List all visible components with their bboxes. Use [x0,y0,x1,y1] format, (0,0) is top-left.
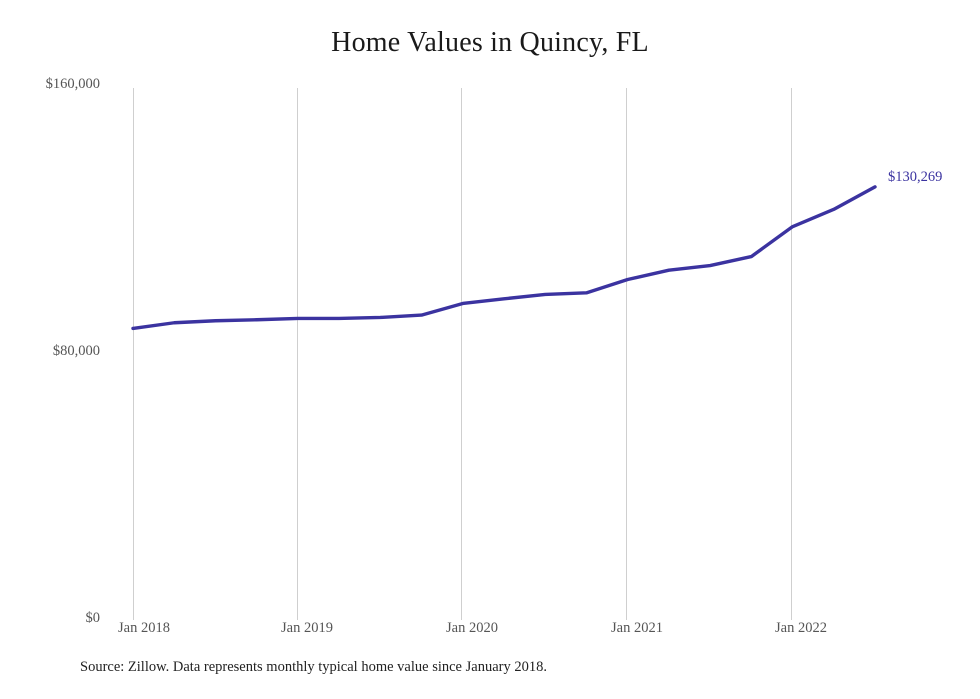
home-value-line [131,185,877,331]
gridline-jan-2020 [461,88,462,620]
x-tick-label-jan-2021: Jan 2021 [611,620,663,636]
gridline-jan-2022 [791,88,792,620]
chart-title: Home Values in Quincy, FL [331,27,649,58]
y-tick-label-0: $0 [85,610,101,626]
x-tick-label-jan-2019: Jan 2019 [281,620,333,636]
y-tick-label-80000: $80,000 [52,343,100,359]
y-tick-label-160000: $160,000 [45,76,100,92]
x-tick-label-jan-2018: Jan 2018 [118,620,170,636]
gridline-jan-2021 [626,88,627,620]
x-tick-label-jan-2022: Jan 2022 [775,620,827,636]
end-value-label: $130,269 [888,169,943,185]
gridline-jan-2019 [297,88,298,620]
gridline-jan-2018 [133,88,134,620]
x-tick-label-jan-2020: Jan 2020 [446,620,498,636]
source-note: Source: Zillow. Data represents monthly … [80,659,547,675]
